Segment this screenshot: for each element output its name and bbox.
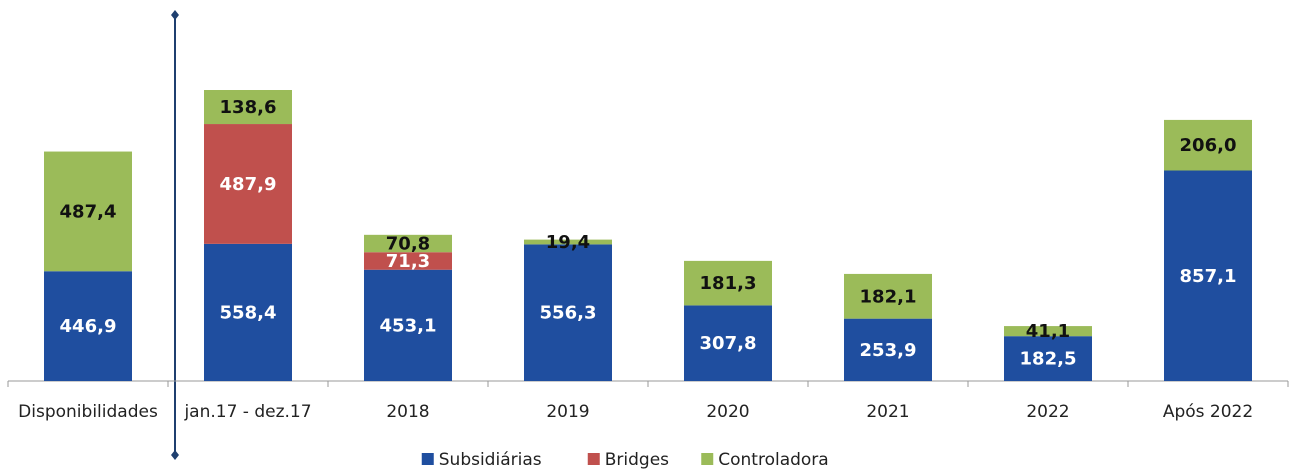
data-label: 307,8 [700,333,757,354]
bar-segment [524,239,612,245]
bar-segment [684,305,772,381]
legend-label: Bridges [605,450,669,470]
x-tick-label: Após 2022 [1163,402,1253,422]
bar-segment [844,273,932,319]
legend-swatch [421,453,434,465]
legend-swatch [587,453,600,465]
data-label: 71,3 [386,251,430,272]
x-tick-label: 2018 [386,402,429,422]
bar-segment [1004,326,1092,337]
bar-segment [204,124,292,244]
data-label: 558,4 [220,302,277,323]
bar-segment [364,269,452,381]
data-label: 556,3 [540,303,597,324]
data-label: 182,5 [1020,349,1077,370]
x-tick-label: 2022 [1026,402,1069,422]
data-label: 19,4 [546,232,590,253]
divider-end [171,450,179,460]
data-label: 206,0 [1180,135,1237,156]
data-label: 181,3 [700,273,757,294]
bar-segment [364,234,452,253]
legend-swatch [701,453,714,465]
x-tick-label: 2021 [866,402,909,422]
data-label: 41,1 [1026,321,1070,342]
bar-segment [364,252,452,270]
data-label: 857,1 [1180,266,1237,287]
data-label: 182,1 [860,286,917,307]
bar-segment [1004,336,1092,381]
data-label: 446,9 [60,316,117,337]
legend-label: Controladora [718,450,828,470]
bar-segment [44,151,132,272]
data-label: 487,4 [60,201,117,222]
x-tick-label: 2019 [546,402,589,422]
bar-segment [204,90,292,125]
divider-end [171,10,179,20]
x-tick-label: jan.17 - dez.17 [183,402,311,422]
bar-segment [1164,119,1252,171]
bar-segment [684,260,772,306]
x-tick-label: 2020 [706,402,749,422]
data-label: 138,6 [220,97,277,118]
data-label: 453,1 [380,315,437,336]
bar-segment [524,244,612,381]
bar-segment [1164,170,1252,381]
data-label: 487,9 [220,174,277,195]
bar-segment [204,243,292,381]
bar-segment [44,271,132,381]
data-label: 253,9 [860,340,917,361]
bar-segment [844,318,932,381]
data-label: 70,8 [386,234,430,255]
legend-label: Subsidiárias [439,450,542,470]
x-tick-label: Disponibilidades [18,402,158,422]
